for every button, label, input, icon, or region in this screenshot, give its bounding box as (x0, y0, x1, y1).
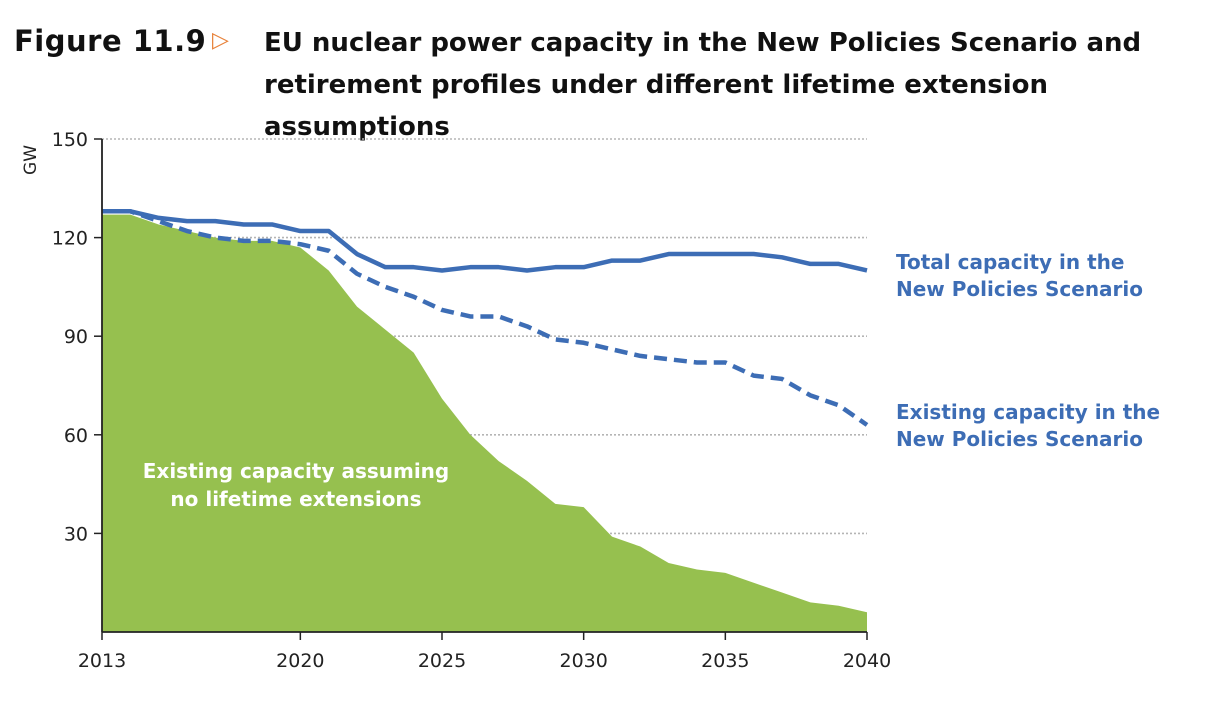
area-series-no-lifetime-extensions (102, 214, 867, 633)
existing-capacity-line-label-line-2: New Policies Scenario (896, 427, 1143, 451)
axes: 30 60 90 120 150 2013 2020 2025 2030 2035 2040 GW (21, 129, 891, 672)
y-tick-label-90: 90 (64, 326, 88, 348)
total-capacity-line (102, 209, 868, 273)
series-labels: Existing capacity assuming no lifetime ex… (143, 250, 1160, 511)
x-tick-label-2013: 2013 (78, 650, 126, 672)
x-tick-label-2025: 2025 (418, 650, 466, 672)
y-tick-label-150: 150 (52, 129, 88, 151)
area-layer (102, 214, 867, 633)
x-tick-label-2020: 2020 (276, 650, 324, 672)
grid-lines (102, 138, 867, 535)
area-series-label-line-2: no lifetime extensions (170, 487, 421, 511)
x-tick-label-2040: 2040 (843, 650, 891, 672)
y-tick-label-60: 60 (64, 425, 88, 447)
figure-title: EU nuclear power capacity in the New Pol… (264, 28, 1142, 142)
x-tick-label-2030: 2030 (559, 650, 607, 672)
existing-capacity-line (102, 209, 869, 427)
total-capacity-line-label-line-1: Total capacity in the (896, 250, 1124, 274)
x-tick-label-2035: 2035 (701, 650, 749, 672)
area-series-label-line-1: Existing capacity assuming (143, 459, 449, 483)
y-axis-label: GW (21, 145, 41, 175)
total-capacity-line-label-line-2: New Policies Scenario (896, 277, 1143, 301)
figure-label: Figure 11.9 (14, 24, 207, 58)
triangle-right-icon: ▷ (212, 28, 229, 53)
y-tick-label-120: 120 (52, 228, 88, 250)
y-tick-label-30: 30 (64, 523, 88, 545)
existing-capacity-line-label-line-1: Existing capacity in the (896, 400, 1160, 424)
line-layer (102, 209, 869, 427)
